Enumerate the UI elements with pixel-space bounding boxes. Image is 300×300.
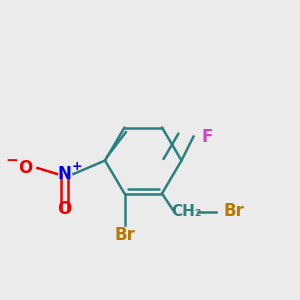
Text: O: O	[18, 159, 33, 177]
Text: N: N	[58, 165, 71, 183]
Text: F: F	[201, 128, 213, 146]
Text: +: +	[71, 160, 82, 173]
Text: Br: Br	[224, 202, 244, 220]
Text: Br: Br	[114, 226, 135, 244]
Text: −: −	[6, 153, 18, 168]
Text: CH₂: CH₂	[171, 204, 201, 219]
Text: O: O	[57, 200, 72, 217]
